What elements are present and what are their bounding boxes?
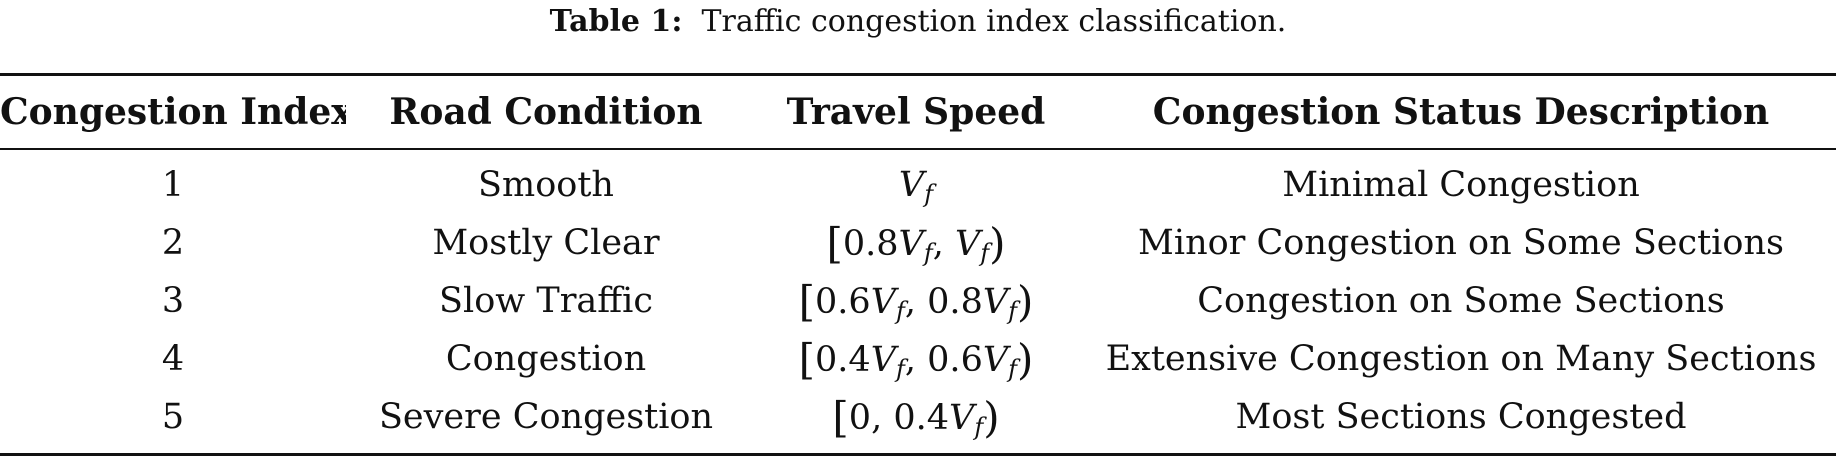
speed-expression: [0.4Vf, 0.6Vf) [798,334,1034,384]
cell-road-condition: Mostly Clear [432,223,660,263]
header-rule [0,148,1836,150]
cell-travel-speed: [0, 0.4Vf) [746,388,1086,446]
table-row: 5 Severe Congestion [0, 0.4Vf) Most Section… [0,388,1836,446]
cell-status-description: Minor Congestion on Some Sections [1138,223,1784,263]
cell-status-description: Extensive Congestion on Many Sections [1105,339,1817,379]
header-status-description: Congestion Status Description [1152,91,1770,133]
cell-status-description: Most Sections Congested [1235,397,1687,437]
cell-road-condition: Congestion [445,339,647,379]
cell-travel-speed: [0.8Vf, Vf) [746,214,1086,272]
caption-label: Table 1: [549,4,683,39]
speed-expression: [0.8Vf, Vf) [826,218,1006,268]
table-body: 1 Smooth Vf Minimal Congestion 2 Mostly Clear… [0,156,1836,446]
cell-congestion-index: 5 [161,397,185,437]
header-road-condition: Road Condition [389,91,703,133]
speed-expression: [0, 0.4Vf) [832,392,1000,442]
header-row: Congestion Index Road Condition Travel S… [0,76,1836,148]
cell-congestion-index: 1 [161,165,185,205]
table-row: 3 Slow Traffic [0.6Vf, 0.8Vf) Congestion on… [0,272,1836,330]
cell-travel-speed: [0.6Vf, 0.8Vf) [746,272,1086,330]
speed-expression: [0.6Vf, 0.8Vf) [798,276,1034,326]
table-row: 2 Mostly Clear [0.8Vf, Vf) Minor Congestion… [0,214,1836,272]
header-travel-speed: Travel Speed [786,91,1046,133]
congestion-table: Congestion Index Road Condition Travel S… [0,76,1836,446]
cell-status-description: Congestion on Some Sections [1197,281,1725,321]
table-row: 1 Smooth Vf Minimal Congestion [0,156,1836,214]
cell-travel-speed: Vf [746,156,1086,214]
header-congestion-index: Congestion Index [0,91,346,133]
cell-congestion-index: 2 [161,223,185,263]
speed-expression: Vf [898,165,934,208]
bottom-rule [0,453,1836,456]
cell-travel-speed: [0.4Vf, 0.6Vf) [746,330,1086,388]
table-caption: Table 1: Traffic congestion index classi… [0,0,1836,44]
cell-road-condition: Slow Traffic [439,281,653,321]
cell-status-description: Minimal Congestion [1282,165,1640,205]
top-rule [0,73,1836,76]
table-row: 4 Congestion [0.4Vf, 0.6Vf) Extensive Conge… [0,330,1836,388]
cell-congestion-index: 3 [161,281,185,321]
cell-road-condition: Severe Congestion [378,397,714,437]
cell-congestion-index: 4 [161,339,185,379]
caption-text: Traffic congestion index classification. [701,4,1287,39]
cell-road-condition: Smooth [478,165,614,205]
